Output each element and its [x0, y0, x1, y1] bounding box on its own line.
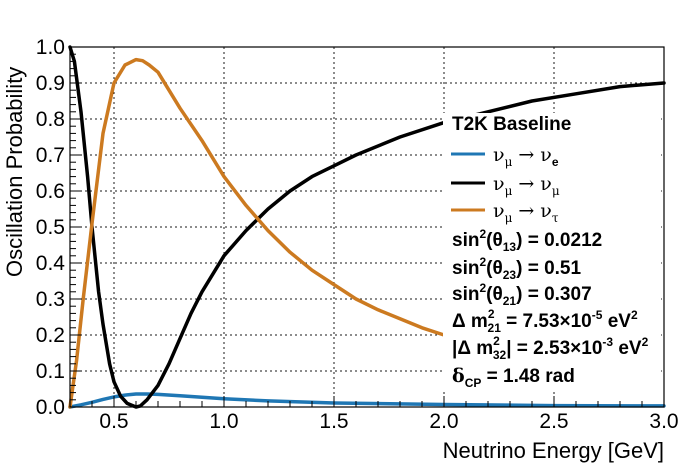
x-tick-label: 1.0	[209, 410, 238, 433]
x-tick-label: 0.5	[99, 410, 128, 433]
y-tick-label: 0.1	[36, 360, 65, 383]
y-tick-label: 0.9	[36, 72, 65, 95]
param-sin2-theta13: sin2(θ13) = 0.0212	[452, 227, 602, 254]
param-delta-cp: δCP = 1.48 rad	[452, 365, 575, 390]
param-sin2-theta21: sin2(θ21) = 0.307	[452, 281, 592, 308]
axis-ticks: 0.5 1.0 1.5 2.0 2.5 3.0 0.0 0.1 0.2 0.3 0.4 0.5 0.6 0…	[36, 36, 679, 433]
y-axis-title: Oscillation Probability	[2, 67, 27, 277]
param-delta-m32: |Δ m2 32| = 2.53×10-3 eV2	[452, 334, 649, 362]
x-tick-label: 1.5	[319, 410, 348, 433]
y-tick-label: 0.7	[36, 144, 65, 167]
x-tick-label: 3.0	[649, 410, 678, 433]
x-axis-title: Neutrino Energy [GeV]	[443, 438, 664, 463]
param-sin2-theta23: sin2(θ23) = 0.51	[452, 255, 582, 282]
legend: T2K Baseline νμ → νe νμ → νμ νμ → ντ sin2(θ13)…	[443, 113, 661, 390]
legend-label-mu-tau: νμ → ντ	[493, 200, 559, 225]
series-layer	[68, 45, 666, 409]
y-tick-label: 0.0	[36, 396, 65, 419]
y-tick-label: 0.4	[36, 252, 66, 275]
legend-label-mu-e: νμ → νe	[493, 144, 559, 169]
y-tick-label: 1.0	[36, 36, 65, 59]
series-line-mu-tau	[68, 57, 446, 409]
legend-label-mu-mu: νμ → νμ	[493, 173, 560, 198]
series-line-mu-mu	[68, 45, 666, 409]
y-tick-label: 0.5	[36, 216, 65, 239]
x-tick-label: 2.5	[539, 410, 568, 433]
y-tick-label: 0.3	[36, 288, 65, 311]
legend-background	[443, 113, 661, 389]
x-tick-label: 2.0	[429, 410, 458, 433]
param-delta-m21: Δ m2 21 = 7.53×10-5 eV2	[452, 307, 638, 335]
legend-title: T2K Baseline	[452, 114, 571, 135]
y-tick-label: 0.8	[36, 108, 65, 131]
y-tick-label: 0.2	[36, 324, 65, 347]
y-tick-label: 0.6	[36, 180, 65, 203]
series-line-mu-e	[68, 392, 666, 409]
